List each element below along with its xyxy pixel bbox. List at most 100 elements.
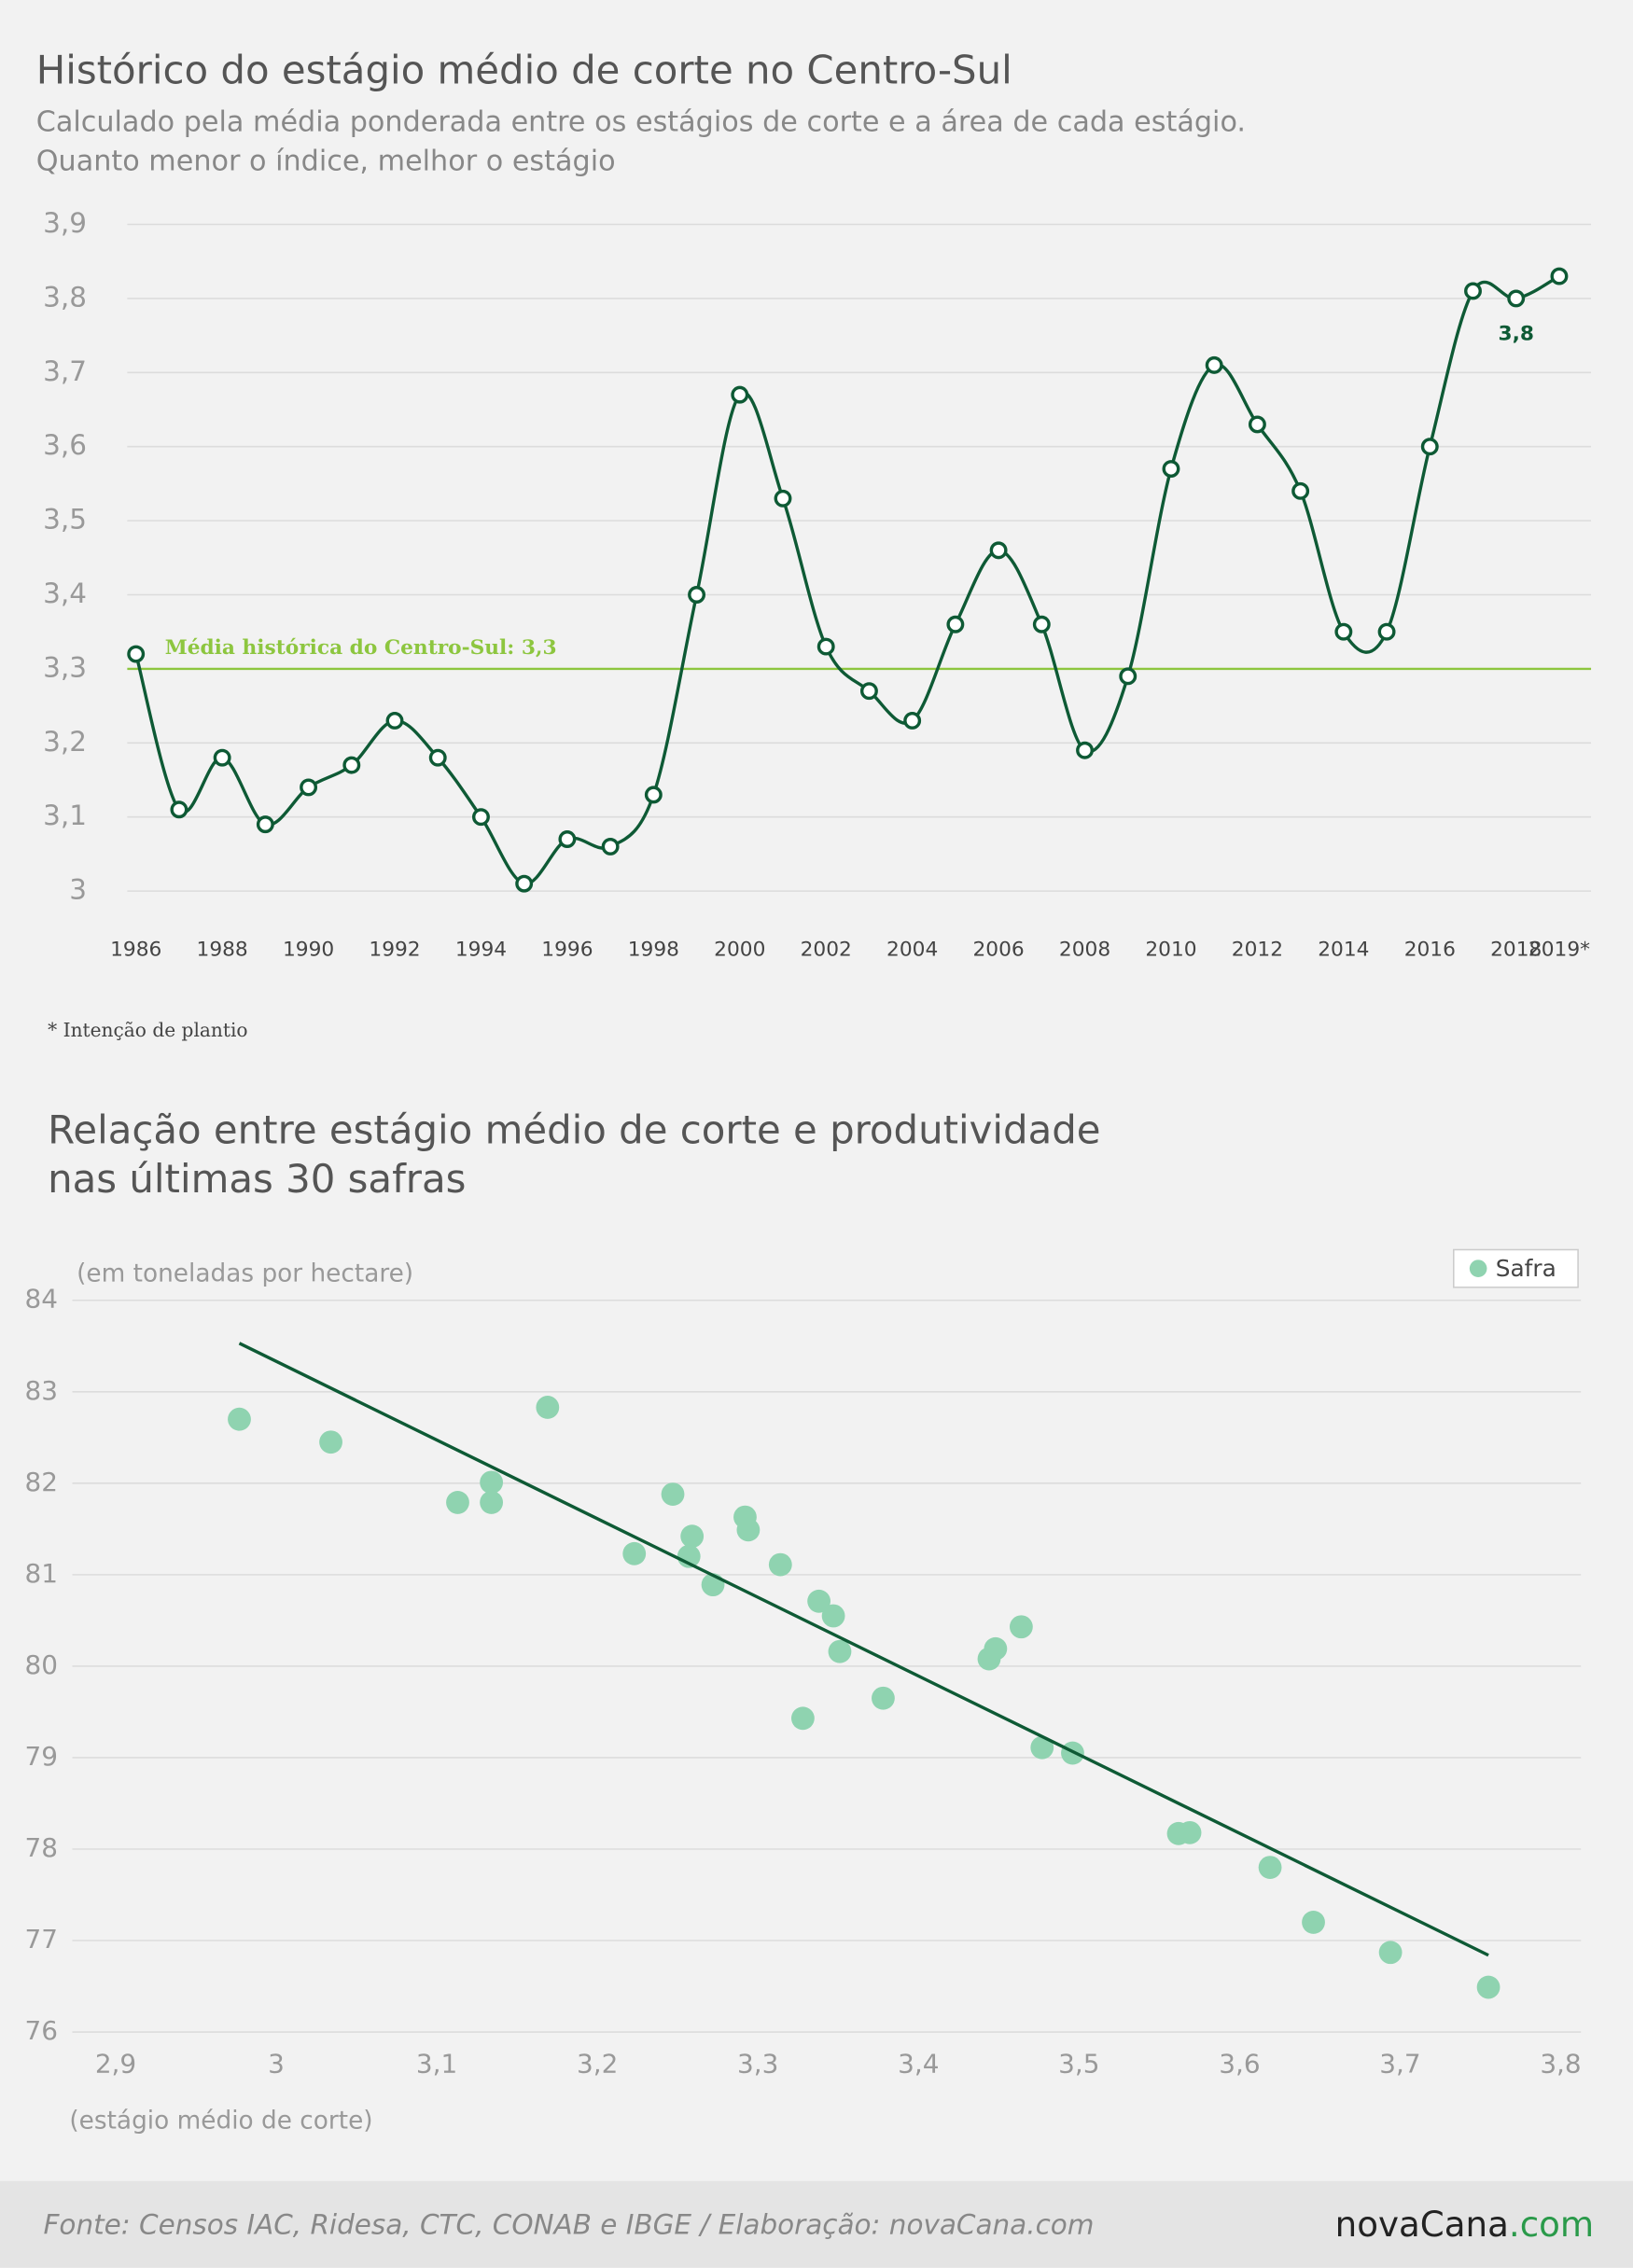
x-axis-label: (estágio médio de corte) bbox=[69, 2108, 372, 2136]
x-tick-label: 3,8 bbox=[1540, 2049, 1581, 2080]
point bbox=[127, 645, 146, 663]
point bbox=[774, 489, 792, 508]
x-tick-label: 3,7 bbox=[1379, 2049, 1420, 2080]
point bbox=[300, 778, 318, 797]
point bbox=[213, 748, 231, 767]
x-tick-label: 2010 bbox=[1145, 939, 1196, 962]
point bbox=[1476, 1975, 1500, 1999]
point bbox=[1009, 1615, 1033, 1639]
point bbox=[680, 1524, 705, 1549]
point bbox=[1302, 1911, 1325, 1934]
x-tick-label: 2002 bbox=[801, 939, 852, 962]
x-tick-label: 2000 bbox=[714, 939, 765, 962]
point bbox=[480, 1491, 504, 1514]
y-tick-label: 81 bbox=[25, 1558, 59, 1589]
y-tick-label: 77 bbox=[25, 1924, 59, 1955]
point bbox=[319, 1430, 342, 1454]
x-tick-label: 3,4 bbox=[898, 2049, 939, 2080]
point bbox=[946, 615, 965, 633]
x-tick-label: 3,3 bbox=[737, 2049, 778, 2080]
x-tick-label: 1986 bbox=[110, 939, 161, 962]
y-tick-label: 3,6 bbox=[43, 429, 87, 461]
point bbox=[256, 815, 274, 834]
point bbox=[644, 786, 663, 804]
x-tick-label: 3,6 bbox=[1219, 2049, 1260, 2080]
y-tick-label: 3,4 bbox=[43, 577, 87, 609]
y-tick-label: 76 bbox=[25, 2015, 59, 2046]
point bbox=[872, 1686, 895, 1710]
x-tick-label: 2004 bbox=[886, 939, 938, 962]
source: Fonte: Censos IAC, Ridesa, CTC, CONAB e … bbox=[44, 2208, 1095, 2240]
point bbox=[1550, 267, 1569, 285]
point bbox=[828, 1639, 852, 1663]
point bbox=[821, 1604, 845, 1628]
point bbox=[428, 748, 447, 767]
footer-band bbox=[0, 2180, 1633, 2268]
x-tick-label: 1988 bbox=[197, 939, 248, 962]
x-tick-label: 2006 bbox=[972, 939, 1024, 962]
y-tick-label: 3,1 bbox=[43, 800, 87, 831]
y-tick-label: 3,9 bbox=[43, 207, 87, 239]
chart-title: nas últimas 30 safras bbox=[48, 1156, 466, 1202]
y-tick-label: 3,5 bbox=[43, 504, 87, 536]
chart-subtitle: Quanto menor o índice, melhor o estágio bbox=[36, 145, 616, 177]
point bbox=[228, 1407, 251, 1431]
point bbox=[790, 1706, 815, 1731]
point bbox=[1248, 415, 1266, 434]
point bbox=[903, 712, 922, 730]
point bbox=[472, 808, 490, 827]
point bbox=[480, 1470, 504, 1495]
point bbox=[816, 637, 835, 656]
logo-suffix: .com bbox=[1509, 2203, 1594, 2244]
point bbox=[989, 541, 1008, 560]
x-tick-label: 3,5 bbox=[1058, 2049, 1099, 2080]
point bbox=[342, 756, 361, 774]
x-tick-label: 3,1 bbox=[416, 2049, 457, 2080]
y-tick-label: 3,8 bbox=[43, 281, 87, 313]
chart-subtitle: Calculado pela média ponderada entre os … bbox=[36, 106, 1246, 139]
point bbox=[1507, 289, 1526, 308]
y-tick-label: 83 bbox=[25, 1375, 59, 1406]
x-tick-label: 1990 bbox=[283, 939, 334, 962]
chart-title: Histórico do estágio médio de corte no C… bbox=[36, 47, 1012, 92]
footnote: * Intenção de plantio bbox=[48, 1019, 247, 1041]
point bbox=[661, 1482, 685, 1507]
x-tick-label: 2,9 bbox=[95, 2049, 136, 2080]
chart-title: Relação entre estágio médio de corte e p… bbox=[48, 1106, 1100, 1152]
point bbox=[536, 1396, 560, 1419]
point bbox=[515, 874, 534, 893]
point bbox=[736, 1518, 761, 1542]
point bbox=[1258, 1856, 1282, 1880]
point bbox=[1464, 282, 1482, 300]
y-tick-label: 84 bbox=[25, 1284, 59, 1315]
x-tick-label: 2014 bbox=[1318, 939, 1369, 962]
point bbox=[385, 712, 404, 730]
point bbox=[1378, 1941, 1403, 1965]
y-tick-label: 82 bbox=[25, 1467, 59, 1497]
x-tick-label: 2018 bbox=[1490, 939, 1542, 962]
x-tick-label: 1994 bbox=[455, 939, 507, 962]
y-axis-label: (em toneladas por hectare) bbox=[77, 1259, 413, 1287]
point bbox=[1076, 741, 1094, 759]
point bbox=[1032, 615, 1051, 633]
point bbox=[1377, 622, 1396, 641]
point bbox=[1291, 481, 1310, 500]
point bbox=[984, 1636, 1008, 1661]
legend-marker bbox=[1469, 1259, 1487, 1277]
x-tick-label: 1998 bbox=[628, 939, 679, 962]
point bbox=[622, 1541, 647, 1565]
point bbox=[1178, 1820, 1202, 1844]
y-tick-label: 3,2 bbox=[43, 726, 87, 758]
point bbox=[446, 1491, 469, 1514]
point bbox=[558, 830, 577, 848]
logo-name: novaCana bbox=[1335, 2203, 1509, 2244]
point bbox=[1162, 460, 1180, 478]
x-tick-label: 2008 bbox=[1059, 939, 1110, 962]
point bbox=[601, 837, 620, 856]
point bbox=[768, 1552, 792, 1577]
y-tick-label: 78 bbox=[25, 1832, 59, 1863]
point bbox=[731, 385, 749, 404]
y-tick-label: 3,7 bbox=[43, 355, 87, 387]
x-tick-label: 2016 bbox=[1404, 939, 1456, 962]
